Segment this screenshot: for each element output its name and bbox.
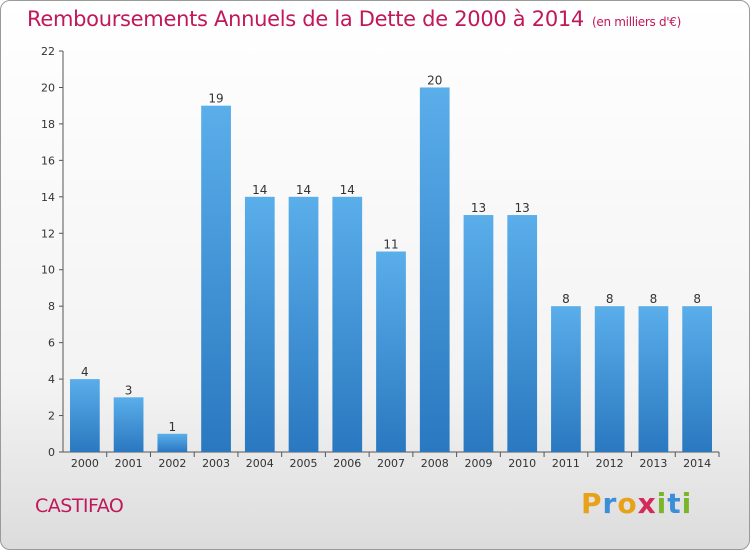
data-label: 20 — [427, 73, 442, 87]
data-label: 8 — [562, 292, 570, 306]
data-label: 8 — [606, 292, 614, 306]
data-label: 11 — [383, 238, 398, 252]
y-tick-label: 10 — [41, 264, 55, 277]
y-tick-label: 18 — [41, 118, 55, 131]
y-tick-label: 12 — [41, 227, 55, 240]
logo-letter: P — [581, 487, 603, 520]
y-tick-label: 4 — [48, 373, 55, 386]
commune-name: CASTIFAO — [35, 495, 124, 517]
y-tick-label: 8 — [48, 300, 55, 313]
data-label: 1 — [169, 420, 177, 434]
y-tick-label: 6 — [48, 337, 55, 350]
data-label: 14 — [252, 183, 267, 197]
bar — [376, 251, 406, 452]
bar — [332, 196, 363, 452]
chart-title-text: Remboursements Annuels de la Dette de 20… — [27, 7, 584, 31]
y-tick-label: 2 — [48, 410, 55, 423]
y-tick-label: 16 — [41, 154, 55, 167]
bar — [551, 306, 581, 452]
x-tick-label: 2000 — [71, 457, 99, 470]
x-tick-label: 2011 — [552, 457, 580, 470]
chart-subtitle: (en milliers d'€) — [592, 15, 682, 29]
x-tick-label: 2006 — [333, 457, 361, 470]
x-tick-label: 2003 — [202, 457, 230, 470]
x-tick-label: 2004 — [246, 457, 274, 470]
x-tick-label: 2010 — [508, 457, 536, 470]
bar — [682, 306, 713, 452]
bar — [201, 105, 231, 452]
logo-letter: t — [667, 487, 682, 520]
data-label: 19 — [208, 92, 223, 106]
y-tick-label: 0 — [48, 446, 55, 459]
y-tick-label: 14 — [41, 191, 55, 204]
bar — [244, 196, 275, 452]
y-tick-label: 20 — [41, 81, 55, 94]
chart-title: Remboursements Annuels de la Dette de 20… — [27, 7, 681, 31]
logo-letter: o — [617, 487, 638, 520]
x-tick-label: 2008 — [421, 457, 449, 470]
bar — [507, 215, 538, 452]
proxiti-logo: Proxiti — [581, 487, 692, 520]
data-label: 14 — [296, 183, 311, 197]
logo-letter: r — [602, 487, 618, 520]
logo-letter: x — [637, 487, 657, 520]
bar — [288, 196, 319, 452]
data-label: 8 — [650, 292, 658, 306]
x-tick-label: 2002 — [158, 457, 186, 470]
data-label: 13 — [471, 201, 486, 215]
x-tick-label: 2013 — [639, 457, 667, 470]
logo-letter: i — [656, 487, 668, 520]
x-tick-label: 2014 — [683, 457, 711, 470]
data-label: 3 — [125, 383, 133, 397]
data-label: 8 — [693, 292, 701, 306]
y-tick-label: 22 — [41, 45, 55, 58]
bars — [69, 87, 713, 453]
bar — [157, 433, 188, 452]
bar — [113, 397, 144, 452]
bar — [463, 215, 494, 452]
bar — [594, 306, 625, 452]
logo-letter: i — [681, 487, 693, 520]
x-tick-label: 2007 — [377, 457, 405, 470]
x-tick-label: 2001 — [115, 457, 143, 470]
data-label: 4 — [81, 365, 89, 379]
x-tick-label: 2009 — [464, 457, 492, 470]
x-tick-label: 2005 — [290, 457, 318, 470]
x-tick-label: 2012 — [596, 457, 624, 470]
data-label: 14 — [340, 183, 355, 197]
data-label: 13 — [515, 201, 530, 215]
bar — [419, 87, 450, 453]
bar — [638, 306, 669, 452]
bar — [69, 379, 100, 452]
data-labels: 4 3 1 19 14 14 14 11 20 13 13 8 8 8 8 — [81, 73, 701, 433]
